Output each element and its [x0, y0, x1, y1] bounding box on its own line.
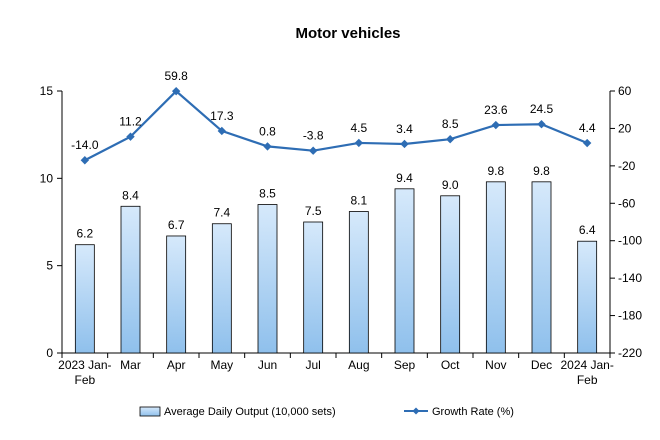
- x-tick-label: Apr: [167, 358, 186, 372]
- bar: [120, 205, 141, 354]
- bar-value-label: 6.2: [76, 227, 93, 241]
- x-tick-label-line: Oct: [441, 358, 460, 372]
- growth-point: [80, 156, 90, 165]
- bar-value-label: 9.8: [487, 164, 504, 178]
- right-tick-label: -220: [618, 346, 642, 360]
- bars: 6.2 8.4 6.7 7.4 8.5 7.5 8.1 9.4 9.0 9.8 9.8 6.4: [74, 164, 598, 354]
- right-tick-label: 20: [618, 121, 632, 135]
- bar-value-label: 6.4: [579, 223, 596, 237]
- x-tick-label-line: Dec: [531, 358, 552, 372]
- growth-value-label: 4.4: [579, 121, 596, 135]
- growth-value-label: -3.8: [303, 129, 324, 143]
- bar-value-label: 8.4: [122, 188, 139, 202]
- x-tick-label-line: Jul: [305, 358, 320, 372]
- x-tick-label-line: 2023 Jan-: [58, 358, 111, 372]
- bar: [303, 221, 324, 354]
- bar-value-label: 8.1: [350, 194, 367, 208]
- bar: [257, 204, 278, 354]
- bar: [74, 244, 95, 354]
- growth-value-label: 4.5: [350, 121, 367, 135]
- legend-bar-swatch: [139, 406, 161, 417]
- x-tick-label: Oct: [441, 358, 460, 372]
- bar: [577, 240, 598, 354]
- chart-title: Motor vehicles: [295, 25, 400, 42]
- x-tick-label: Dec: [531, 358, 552, 372]
- bar: [166, 235, 187, 354]
- x-tick-label: Jul: [305, 358, 320, 372]
- growth-point: [400, 139, 409, 149]
- growth-value-label: 3.4: [396, 122, 413, 136]
- growth-point: [263, 142, 272, 151]
- growth-point: [308, 146, 318, 155]
- legend: Average Daily Output (10,000 sets) Growth…: [139, 406, 514, 418]
- growth-value-label: 23.6: [484, 103, 508, 117]
- bar: [348, 211, 369, 354]
- bar: [531, 181, 552, 354]
- growth-point: [537, 120, 546, 129]
- x-tick-label: Sep: [394, 358, 416, 372]
- right-tick-label: 60: [618, 84, 632, 98]
- bar: [211, 223, 232, 354]
- right-tick-label: -20: [618, 159, 636, 173]
- bar-value-label: 7.4: [213, 206, 230, 220]
- x-tick-label-line: 2024 Jan-: [560, 358, 613, 372]
- x-tick-label-line: Jun: [258, 358, 277, 372]
- x-tick-label: Jun: [258, 358, 277, 372]
- x-tick-label: 2024 Jan-Feb: [560, 358, 613, 387]
- growth-value-label: 59.8: [164, 69, 188, 83]
- bar-value-label: 6.7: [168, 218, 185, 232]
- growth-point: [171, 86, 181, 96]
- x-tick-label: Mar: [120, 358, 141, 372]
- growth-value-label: -14.0: [71, 138, 99, 152]
- x-tick-label-line: Sep: [394, 358, 416, 372]
- right-tick-label: -100: [618, 234, 642, 248]
- growth-point: [445, 134, 455, 144]
- growth-line-path: [84, 89, 588, 162]
- x-tick-label-line: Nov: [485, 358, 506, 372]
- growth-point: [354, 138, 364, 148]
- right-tick-label: -180: [618, 309, 642, 323]
- bar: [394, 188, 415, 354]
- x-tick-label: May: [210, 358, 233, 372]
- x-tick-label: Aug: [348, 358, 369, 372]
- x-tick-label: 2023 Jan-Feb: [58, 358, 111, 387]
- bar: [440, 195, 461, 354]
- x-tick-label: Nov: [485, 358, 506, 372]
- x-tick-label-line: Aug: [348, 358, 369, 372]
- x-tick-label-line: Feb: [577, 373, 598, 387]
- growth-value-label: 11.2: [119, 115, 142, 129]
- x-tick-label-line: May: [210, 358, 233, 372]
- left-tick-label: 5: [46, 259, 53, 273]
- legend-line-label: Growth Rate (%): [432, 406, 514, 418]
- axes: 0 5 10 15 -220 -180 -140 -100 -60 -20 20 60 2023 Jan…: [40, 84, 643, 387]
- left-tick-label: 15: [40, 84, 54, 98]
- growth-value-label: 0.8: [259, 124, 276, 138]
- left-tick-label: 10: [40, 171, 54, 185]
- x-tick-label-line: Mar: [120, 358, 141, 372]
- left-tick-label: 0: [46, 346, 53, 360]
- growth-value-label: 17.3: [210, 109, 234, 123]
- growth-point: [582, 138, 592, 148]
- growth-point: [491, 120, 501, 130]
- right-tick-label: -60: [618, 196, 636, 210]
- bar-value-label: 9.0: [442, 178, 459, 192]
- x-tick-label-line: Apr: [167, 358, 186, 372]
- growth-line: -14.0 11.2 59.8 17.3 0.8 -3.8 4.5 3.4 8.5 23.6 24.…: [71, 69, 596, 165]
- growth-point: [126, 132, 135, 141]
- bar-value-label: 7.5: [305, 204, 322, 218]
- growth-value-label: 24.5: [530, 102, 554, 116]
- growth-point: [217, 126, 227, 136]
- bar-value-label: 9.4: [396, 171, 413, 185]
- bar-value-label: 8.5: [259, 187, 276, 201]
- legend-bar-label: Average Daily Output (10,000 sets): [164, 406, 336, 418]
- x-tick-label-line: Feb: [74, 373, 95, 387]
- growth-value-label: 8.5: [442, 117, 459, 131]
- legend-line-marker: [412, 407, 420, 415]
- right-tick-label: -140: [618, 271, 642, 285]
- bar: [485, 181, 506, 354]
- bar-value-label: 9.8: [533, 164, 550, 178]
